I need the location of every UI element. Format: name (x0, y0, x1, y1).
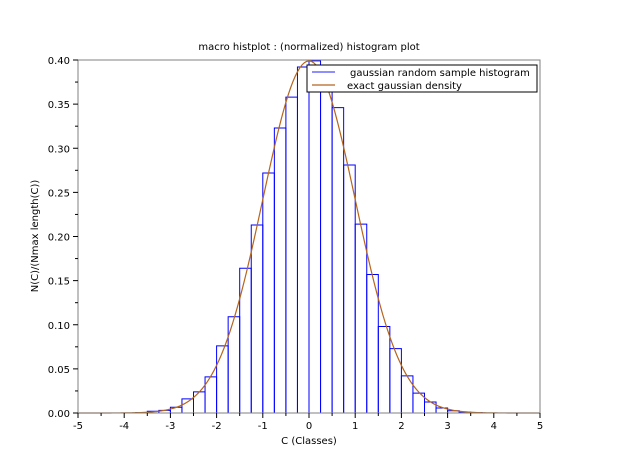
x-tick-label: 5 (537, 421, 543, 432)
histogram-bar (378, 327, 390, 413)
y-tick-label: 0.30 (48, 144, 70, 155)
y-tick-label: 0.10 (48, 321, 70, 332)
histogram-bar (332, 108, 344, 413)
legend-label-density: exact gaussian density (347, 81, 462, 92)
chart-title: macro histplot : (normalized) histogram … (198, 42, 419, 53)
histogram-bar (309, 61, 321, 413)
histogram-bar (274, 128, 286, 413)
histogram-bar (182, 399, 194, 413)
y-tick-label: 0.35 (48, 100, 70, 111)
x-tick-label: 4 (491, 421, 497, 432)
bars-group (136, 61, 483, 413)
histogram-bar (344, 165, 356, 413)
x-axis: -5 -4 -3 -2 -1 0 1 2 3 4 5 (73, 413, 543, 432)
x-tick-label: -1 (258, 421, 268, 432)
histogram-bar (321, 69, 333, 413)
y-tick-label: 0.00 (48, 409, 70, 420)
histogram-bar (390, 349, 402, 413)
x-axis-label: C (Classes) (281, 436, 337, 447)
histogram-bar (297, 67, 309, 413)
y-tick-label: 0.20 (48, 233, 70, 244)
legend: gaussian random sample histogram exact g… (307, 65, 537, 92)
x-tick-label: -3 (165, 421, 175, 432)
legend-label-histogram: gaussian random sample histogram (350, 68, 530, 79)
x-tick-label: -4 (119, 421, 129, 432)
histogram-bar (286, 97, 298, 413)
histogram-bar (194, 392, 206, 413)
x-tick-label: 2 (398, 421, 404, 432)
x-tick-label: 0 (306, 421, 312, 432)
x-tick-label: -5 (73, 421, 83, 432)
x-tick-label: -2 (212, 421, 222, 432)
y-tick-label: 0.05 (48, 365, 70, 376)
y-tick-label: 0.15 (48, 277, 70, 288)
y-tick-label: 0.25 (48, 188, 70, 199)
histogram-bar (251, 225, 263, 413)
x-tick-label: 3 (444, 421, 450, 432)
y-axis-label: N(C)/(Nmax length(C)) (30, 180, 41, 293)
histogram-bar (367, 274, 379, 413)
histogram-bar (355, 224, 367, 413)
x-tick-label: 1 (352, 421, 358, 432)
histogram-bar (263, 173, 275, 413)
histogram-bar (217, 346, 229, 413)
y-tick-label: 0.40 (48, 56, 70, 67)
y-axis: 0.00 0.05 0.10 0.15 0.20 0.25 0.30 0.35 0.40 (48, 56, 78, 420)
